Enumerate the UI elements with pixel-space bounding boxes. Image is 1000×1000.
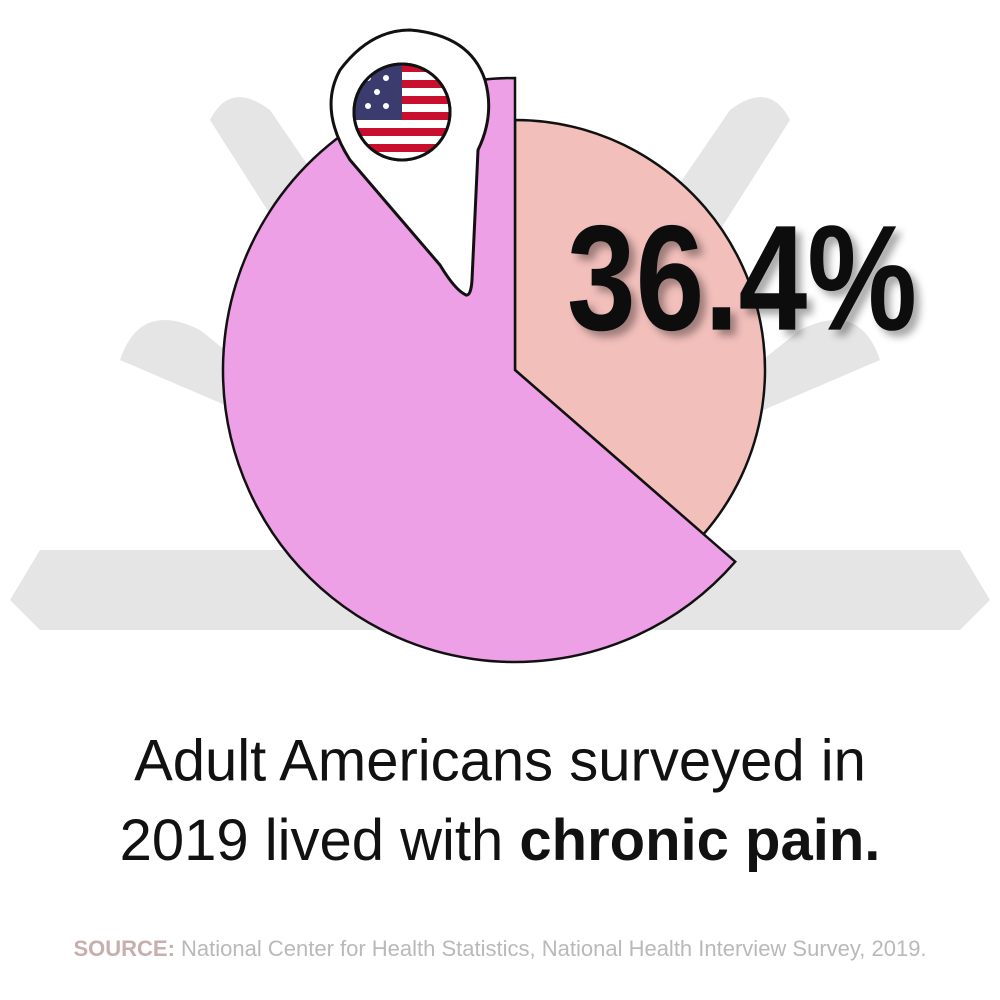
pie-slice [513,118,767,536]
source-label: SOURCE: [73,936,174,961]
source: SOURCE: National Center for Health Stati… [73,936,926,961]
value-label: 36.4% [567,194,917,362]
source-text: National Center for Health Statistics, N… [181,936,927,961]
caption-line: 2019 lived with chronic pain. [120,808,881,873]
caption-line: Adult Americans surveyed in [134,728,866,793]
caption-text: 2019 lived with [120,808,504,873]
location-pin [329,28,491,297]
caption-emphasis: chronic pain. [519,808,880,873]
